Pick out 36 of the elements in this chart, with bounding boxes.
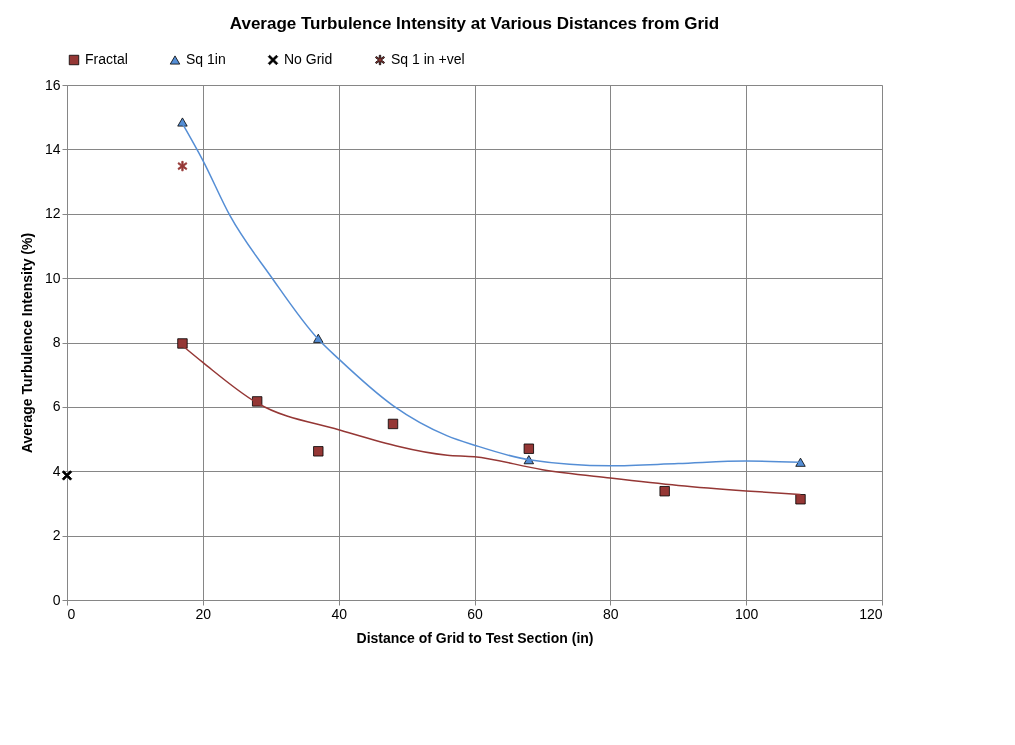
legend-label: Fractal bbox=[85, 51, 128, 67]
chart-title: Average Turbulence Intensity at Various Distances from Grid bbox=[229, 14, 720, 33]
point bbox=[177, 338, 188, 349]
x-tick-label: 100 bbox=[734, 605, 759, 622]
y-axis-title: Average Turbulence Intensity (%) bbox=[18, 232, 35, 454]
x-tick-label: 60 bbox=[467, 605, 483, 622]
y-tick-label: 10 bbox=[44, 269, 61, 286]
y-tick-label: 8 bbox=[52, 334, 61, 350]
point bbox=[313, 333, 324, 343]
x-tick-label: 80 bbox=[603, 605, 619, 622]
point bbox=[387, 418, 399, 430]
point bbox=[177, 160, 188, 172]
legend-label: Sq 1 in +vel bbox=[391, 51, 465, 67]
x-axis-title: Distance of Grid to Test Section (in) bbox=[356, 629, 594, 646]
legend-label: Sq 1in bbox=[186, 51, 226, 67]
point bbox=[795, 494, 806, 505]
y-tick-label: 16 bbox=[44, 76, 61, 93]
point bbox=[795, 457, 806, 467]
y-tick-label: 6 bbox=[52, 398, 61, 415]
x-tick-label: 0 bbox=[67, 605, 76, 622]
point bbox=[252, 396, 263, 407]
y-tick-label: 2 bbox=[52, 527, 61, 544]
point bbox=[659, 486, 670, 497]
y-tick-label: 4 bbox=[52, 462, 61, 479]
legend-label: No Grid bbox=[284, 51, 333, 67]
point bbox=[523, 443, 534, 454]
point bbox=[61, 470, 73, 481]
x-tick-label: 120 bbox=[859, 605, 883, 622]
x-tick-label: 40 bbox=[331, 605, 348, 622]
y-tick-label: 12 bbox=[44, 205, 61, 222]
point bbox=[313, 446, 324, 457]
point bbox=[177, 117, 188, 127]
y-tick-label: 0 bbox=[52, 591, 61, 608]
point bbox=[523, 455, 534, 465]
y-tick-label: 14 bbox=[44, 140, 61, 157]
x-tick-label: 20 bbox=[195, 605, 212, 622]
